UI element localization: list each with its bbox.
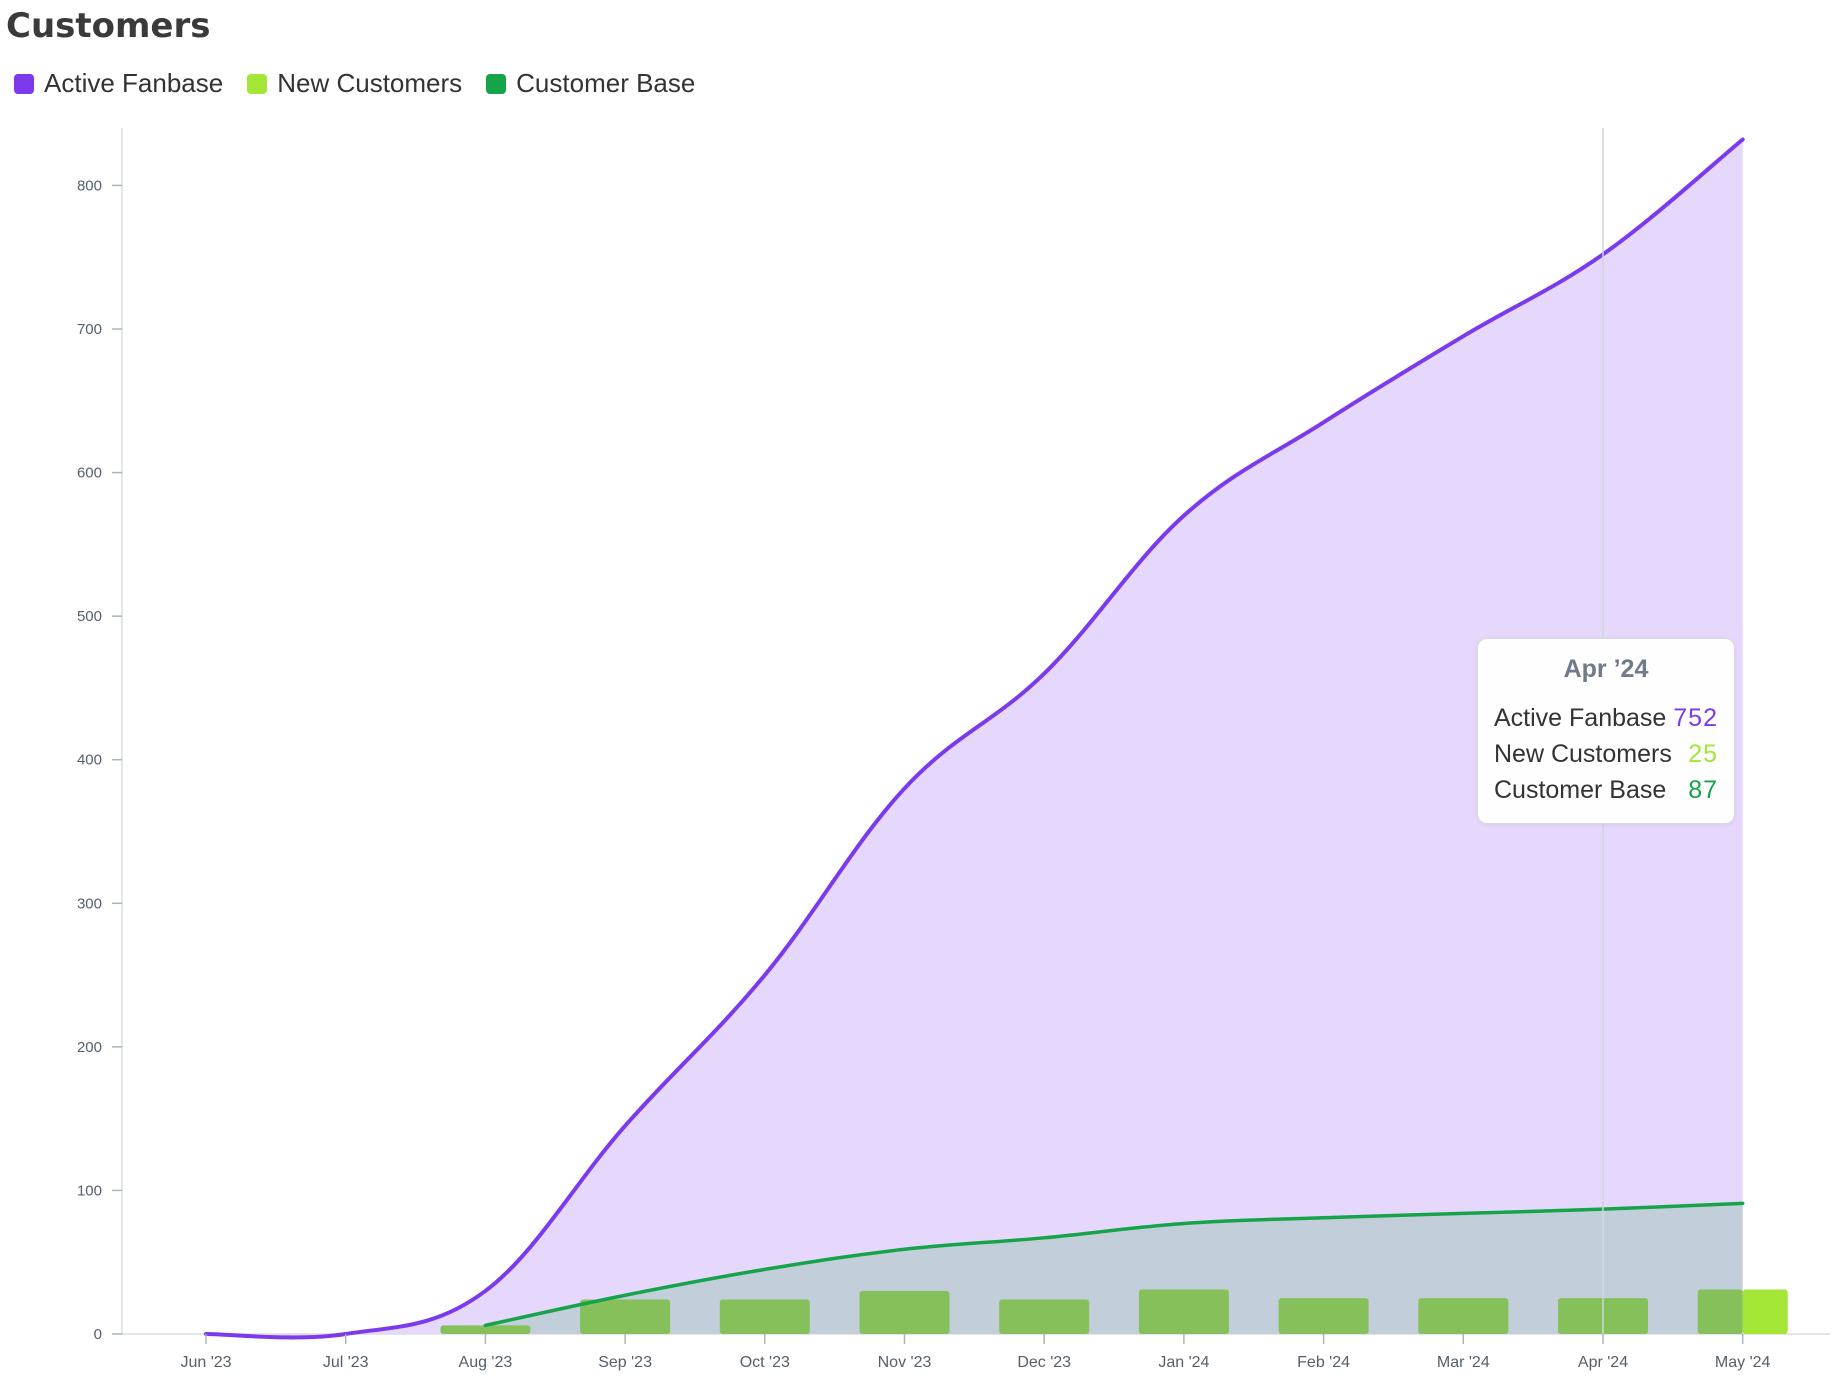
tooltip-row-new-customers: New Customers 25 — [1494, 736, 1718, 772]
bar-new-customers — [999, 1299, 1090, 1334]
legend-item-new-customers[interactable]: New Customers — [247, 68, 462, 99]
legend-item-active-fanbase[interactable]: Active Fanbase — [14, 68, 223, 99]
y-tick-label: 400 — [77, 752, 102, 769]
x-tick-label: Oct '23 — [740, 1354, 790, 1371]
tooltip-label: Customer Base — [1494, 775, 1667, 804]
chart-legend: Active Fanbase New Customers Customer Ba… — [14, 68, 719, 99]
legend-label: Customer Base — [516, 68, 696, 98]
tooltip-label: New Customers — [1494, 739, 1672, 768]
tooltip-value-customer-base: 87 — [1688, 775, 1718, 804]
x-tick-label: Sep '23 — [598, 1354, 652, 1371]
y-tick-label: 700 — [77, 321, 102, 338]
active-fanbase-line — [204, 137, 1745, 1340]
legend-item-customer-base[interactable]: Customer Base — [486, 68, 695, 99]
x-tick-label: Jun '23 — [180, 1354, 231, 1371]
x-tick-label: Apr '24 — [1578, 1354, 1628, 1371]
x-tick-label: Feb '24 — [1297, 1354, 1350, 1371]
bar-new-customers — [1418, 1298, 1509, 1334]
tooltip-row-active-fanbase: Active Fanbase 752 — [1494, 700, 1718, 736]
y-tick-label: 600 — [77, 465, 102, 482]
tooltip-value-active-fanbase: 752 — [1673, 703, 1718, 732]
y-tick-label: 100 — [77, 1182, 102, 1199]
bar-new-customers — [580, 1299, 671, 1334]
x-tick-label: May '24 — [1715, 1354, 1771, 1371]
legend-swatch-customer-base — [486, 73, 507, 94]
chart-tooltip: Apr ’24 Active Fanbase 752 New Customers… — [1477, 638, 1735, 824]
bar-new-customers — [1278, 1298, 1369, 1334]
x-tick-label: Mar '24 — [1437, 1354, 1490, 1371]
tooltip-row-customer-base: Customer Base 87 — [1494, 772, 1718, 808]
x-tick-label: Aug '23 — [459, 1354, 513, 1371]
y-tick-label: 800 — [77, 177, 102, 194]
legend-label: New Customers — [277, 68, 463, 98]
active-fanbase-area — [206, 139, 1743, 1338]
x-tick-label: Nov '23 — [878, 1354, 932, 1371]
legend-swatch-new-customers — [247, 73, 268, 94]
customer-base-line — [483, 1201, 1745, 1328]
bar-new-customers — [1138, 1289, 1229, 1334]
legend-label: Active Fanbase — [44, 68, 224, 98]
y-tick-label: 300 — [77, 895, 102, 912]
y-tick-label: 500 — [77, 608, 102, 625]
tooltip-title: Apr ’24 — [1563, 655, 1649, 683]
bar-new-customers — [440, 1325, 531, 1334]
bar-new-customers — [719, 1299, 810, 1334]
y-tick-label: 0 — [94, 1326, 102, 1343]
bar-new-customers — [1697, 1289, 1743, 1334]
tooltip-value-new-customers: 25 — [1688, 739, 1718, 768]
y-tick-label: 200 — [77, 1039, 102, 1056]
legend-swatch-active-fanbase — [14, 73, 34, 94]
chart-title: Customers — [6, 6, 211, 46]
x-tick-label: Jan '24 — [1158, 1354, 1209, 1371]
bar-new-customers — [859, 1290, 950, 1334]
tooltip-label: Active Fanbase — [1494, 703, 1667, 732]
x-tick-label: Dec '23 — [1017, 1354, 1071, 1371]
x-tick-label: Jul '23 — [323, 1354, 369, 1371]
bar-new-customers-highlight — [1742, 1289, 1788, 1334]
